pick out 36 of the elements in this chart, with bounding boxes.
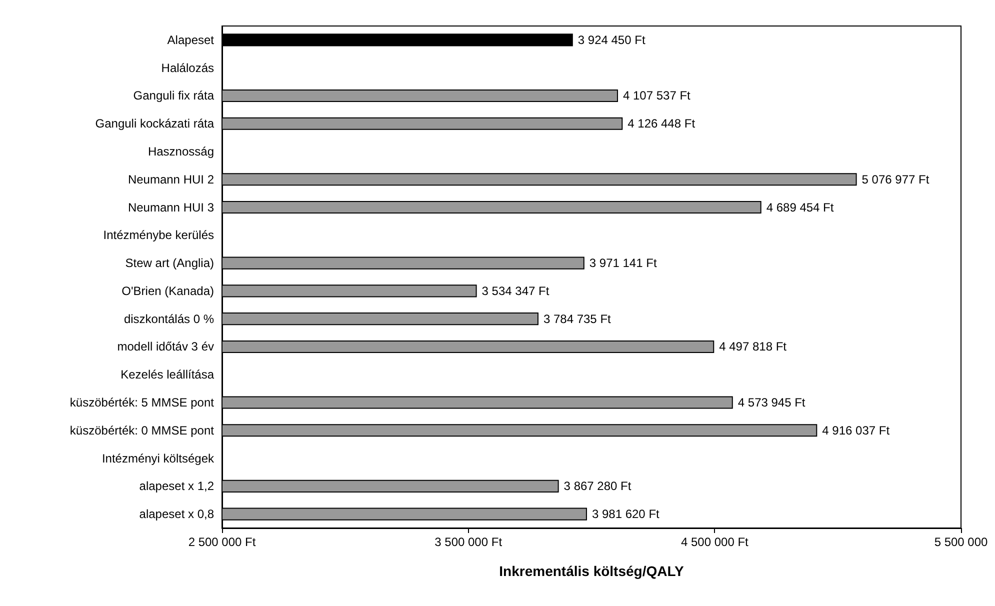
x-axis-title: Inkrementális költség/QALY (499, 563, 684, 579)
data-label: 4 126 448 Ft (628, 116, 696, 131)
data-label: 3 981 620 Ft (592, 507, 660, 522)
y-tick-label: Alapeset (167, 32, 215, 47)
y-tick-label: küszöbérték: 0 MMSE pont (70, 423, 215, 438)
x-tick-label: 2 500 000 Ft (188, 535, 256, 549)
y-tick-label: Hasznosság (148, 144, 214, 158)
data-label: 3 971 141 Ft (589, 256, 658, 270)
data-label: 3 534 347 Ft (482, 284, 550, 298)
data-label: 4 497 818 Ft (719, 340, 788, 354)
x-tick-label: 5 500 000 (934, 535, 988, 549)
y-tick-label: alapeset x 1,2 (139, 479, 214, 494)
y-tick-label: diszkontálás 0 % (124, 312, 214, 326)
y-tick-label: modell időtáv 3 év (117, 340, 214, 354)
data-label: 4 573 945 Ft (738, 396, 806, 410)
y-tick-label: Intézménybe kerülés (103, 228, 214, 242)
data-label: 3 924 450 Ft (578, 32, 646, 47)
y-tick-label: Ganguli fix ráta (133, 88, 214, 103)
data-label: 3 867 280 Ft (564, 479, 632, 494)
x-tick-label: 4 500 000 Ft (680, 535, 750, 549)
y-tick-label: küszöbérték: 5 MMSE pont (70, 396, 215, 410)
data-label: 4 916 037 Ft (822, 423, 890, 438)
y-tick-label: Neumann HUI 2 (128, 172, 214, 186)
y-tick-label: Stew art (Anglia) (125, 256, 214, 270)
y-tick-label: Intézményi költségek (102, 451, 215, 466)
y-tick-label: O'Brien (Kanada) (122, 284, 214, 298)
x-tick-label: 3 500 000 Ft (434, 535, 503, 549)
data-label: 5 076 977 Ft (862, 172, 930, 186)
y-tick-label: Ganguli kockázati ráta (95, 116, 214, 131)
data-label: 4 107 537 Ft (622, 88, 692, 103)
data-label: 4 689 454 Ft (766, 200, 834, 214)
y-tick-label: Halálozás (161, 60, 214, 75)
data-label: 3 784 735 Ft (543, 312, 612, 326)
y-tick-label: alapeset x 0,8 (139, 507, 214, 522)
y-tick-label: Kezelés leállítása (120, 368, 214, 382)
y-tick-label: Neumann HUI 3 (128, 200, 214, 214)
